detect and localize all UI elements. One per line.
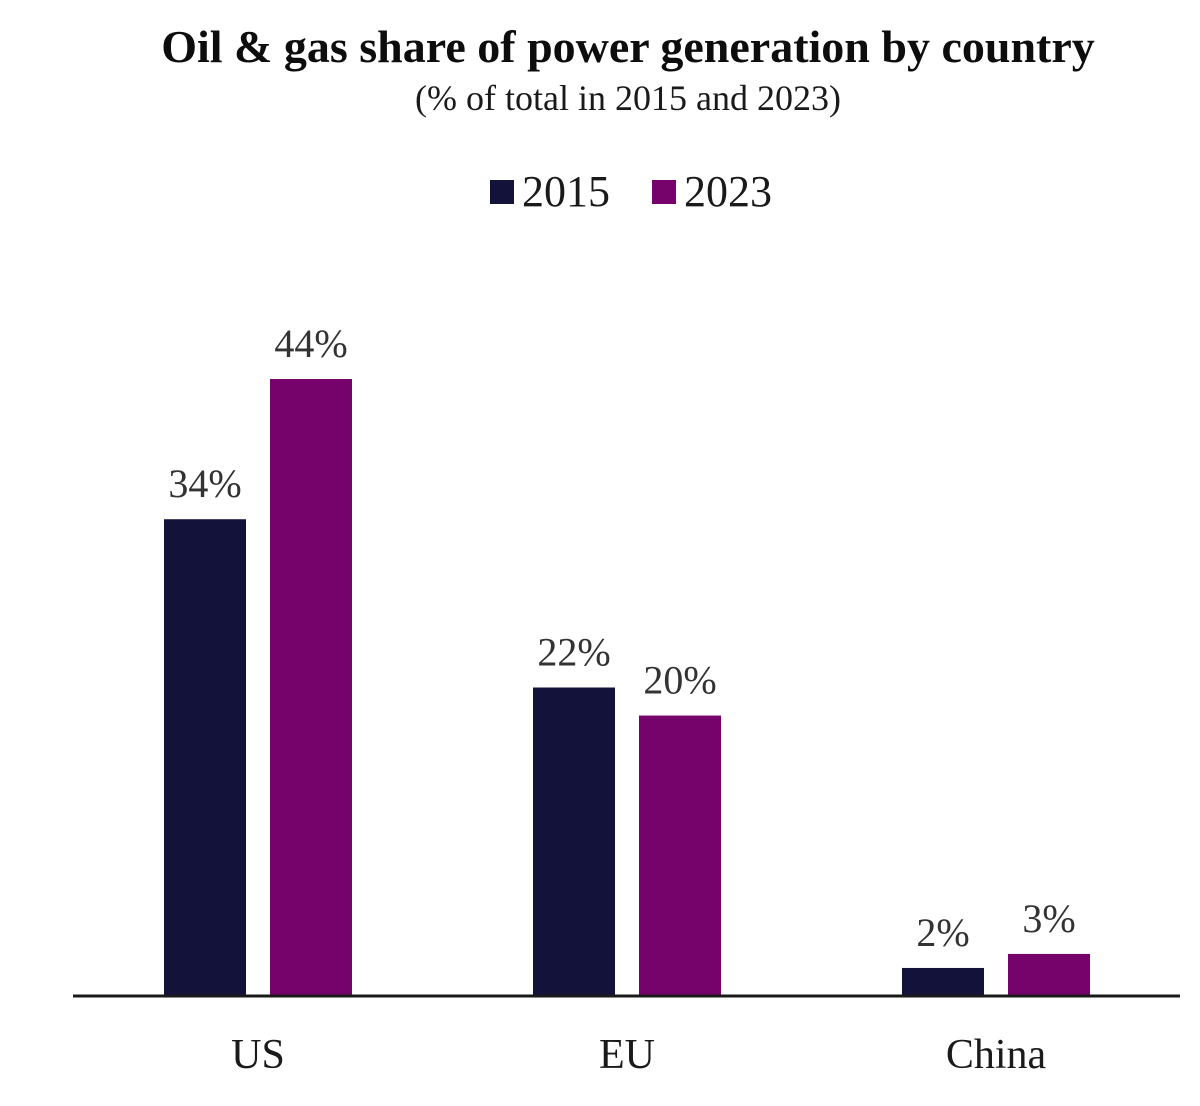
category-labels: US EU China bbox=[231, 1032, 1046, 1078]
bar-us-2015 bbox=[164, 519, 246, 996]
bar-eu-2015 bbox=[533, 687, 615, 996]
data-label-us-2015: 34% bbox=[168, 461, 241, 506]
bar-china-2015 bbox=[902, 967, 984, 996]
legend: 2015 2023 bbox=[490, 167, 772, 216]
data-label-eu-2015: 22% bbox=[537, 630, 610, 675]
bar-eu-2023 bbox=[639, 715, 721, 996]
chart-subtitle: (% of total in 2015 and 2023) bbox=[415, 78, 841, 118]
bar-us-2023 bbox=[270, 379, 352, 996]
legend-label-2015: 2015 bbox=[522, 167, 610, 216]
data-label-china-2023: 3% bbox=[1022, 896, 1075, 941]
data-label-china-2015: 2% bbox=[916, 910, 969, 955]
category-label-us: US bbox=[231, 1032, 285, 1078]
legend-swatch-2015 bbox=[490, 180, 514, 204]
plot-area: 34% 44% 22% 20% 2% 3% bbox=[164, 321, 1090, 996]
category-label-china: China bbox=[946, 1032, 1047, 1078]
bar-china-2023 bbox=[1008, 953, 1090, 996]
category-label-eu: EU bbox=[599, 1032, 655, 1078]
chart-title: Oil & gas share of power generation by c… bbox=[161, 21, 1095, 72]
data-label-eu-2023: 20% bbox=[643, 658, 716, 703]
data-label-us-2023: 44% bbox=[274, 321, 347, 366]
legend-swatch-2023 bbox=[652, 180, 676, 204]
legend-label-2023: 2023 bbox=[684, 167, 772, 216]
